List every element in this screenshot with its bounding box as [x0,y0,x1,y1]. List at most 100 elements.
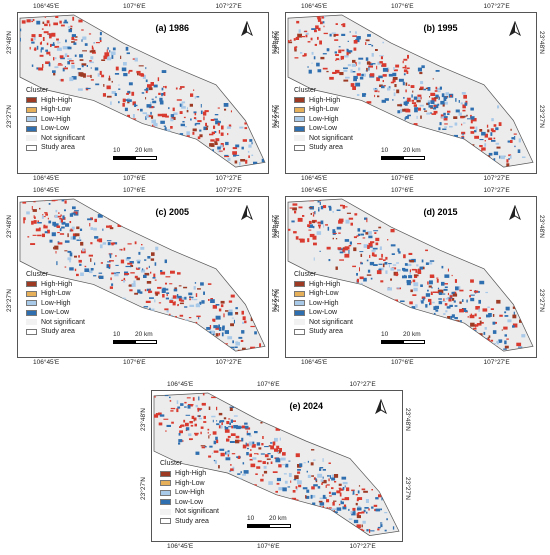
cluster-patch [194,433,198,436]
cluster-patch [266,462,269,465]
cluster-patch [390,81,395,84]
cluster-patch [232,147,238,150]
cluster-patch [506,159,509,163]
cluster-patch [20,28,22,32]
cluster-patch [427,313,432,318]
cluster-patch [186,110,189,113]
cluster-patch [242,321,244,324]
cluster-patch [64,240,70,243]
cluster-patch [118,101,120,104]
cluster-patch [250,449,252,451]
cluster-patch [396,262,399,264]
cluster-patch [342,248,345,253]
cluster-patch [373,504,378,507]
longitude-label: 107°27'E [483,175,510,182]
cluster-patch [165,430,167,432]
cluster-patch [317,15,321,20]
cluster-patch [488,335,491,338]
cluster-patch [377,95,380,98]
cluster-patch [170,270,175,274]
cluster-patch [341,498,345,501]
cluster-patch [34,216,36,219]
cluster-patch [18,40,20,42]
cluster-patch [65,39,67,43]
cluster-patch [332,71,337,74]
cluster-patch [507,140,512,143]
cluster-patch [32,234,37,236]
cluster-patch [276,451,279,453]
cluster-patch [366,529,369,532]
cluster-patch [372,247,378,250]
cluster-patch [103,55,108,60]
cluster-patch [226,438,230,442]
cluster-patch [230,468,234,471]
cluster-patch [94,67,99,71]
cluster-patch [42,214,44,216]
cluster-patch [498,122,502,126]
cluster-patch [228,418,231,420]
cluster-patch [344,55,349,58]
cluster-patch [63,21,69,24]
cluster-patch [513,166,517,168]
cluster-patch [305,34,308,38]
longitude-label: 107°6'E [391,3,414,10]
cluster-patch [381,99,386,103]
cluster-patch [327,475,330,477]
cluster-patch [334,33,339,36]
cluster-patch [148,290,151,294]
cluster-patch [402,60,404,64]
cluster-patch [361,511,365,514]
cluster-patch [88,254,93,257]
cluster-patch [409,260,414,263]
cluster-patch [251,142,253,145]
cluster-patch [493,124,497,127]
cluster-patch [490,351,493,352]
cluster-patch [161,70,167,73]
cluster-patch [194,423,197,427]
cluster-patch [220,158,224,163]
longitude-label: 107°27'E [215,175,242,182]
cluster-patch [46,51,51,55]
cluster-patch [193,342,197,347]
cluster-patch [384,98,389,101]
north-arrow-icon [240,204,254,221]
cluster-patch [190,148,194,151]
cluster-patch [449,304,453,307]
cluster-patch [34,36,36,41]
cluster-patch [268,481,273,485]
cluster-patch [111,55,114,59]
cluster-patch [53,22,58,26]
cluster-patch [99,31,102,36]
cluster-patch [348,249,350,254]
cluster-patch [355,82,361,87]
cluster-patch [357,505,361,508]
cluster-patch [512,323,518,328]
cluster-patch [387,87,391,91]
cluster-patch [416,99,421,103]
cluster-patch [161,87,164,91]
cluster-patch [409,269,411,274]
cluster-patch [214,114,219,116]
cluster-patch [334,51,337,54]
cluster-patch [245,442,247,447]
cluster-patch [110,51,116,55]
cluster-patch [301,36,305,38]
cluster-patch [189,298,191,301]
cluster-patch [318,207,320,211]
cluster-patch [119,248,123,251]
cluster-patch [134,241,137,245]
cluster-patch [462,133,464,136]
cluster-patch [444,303,448,306]
cluster-patch [369,261,375,266]
cluster-patch [222,352,227,353]
cluster-patch [328,478,330,482]
cluster-patch [322,458,324,462]
legend-label: Not significant [175,508,219,516]
cluster-patch [125,265,131,268]
cluster-patch [99,70,102,75]
legend-swatch [160,518,171,525]
cluster-patch [332,211,334,213]
cluster-patch [56,38,59,41]
cluster-patch [407,114,411,117]
cluster-patch [455,98,457,102]
